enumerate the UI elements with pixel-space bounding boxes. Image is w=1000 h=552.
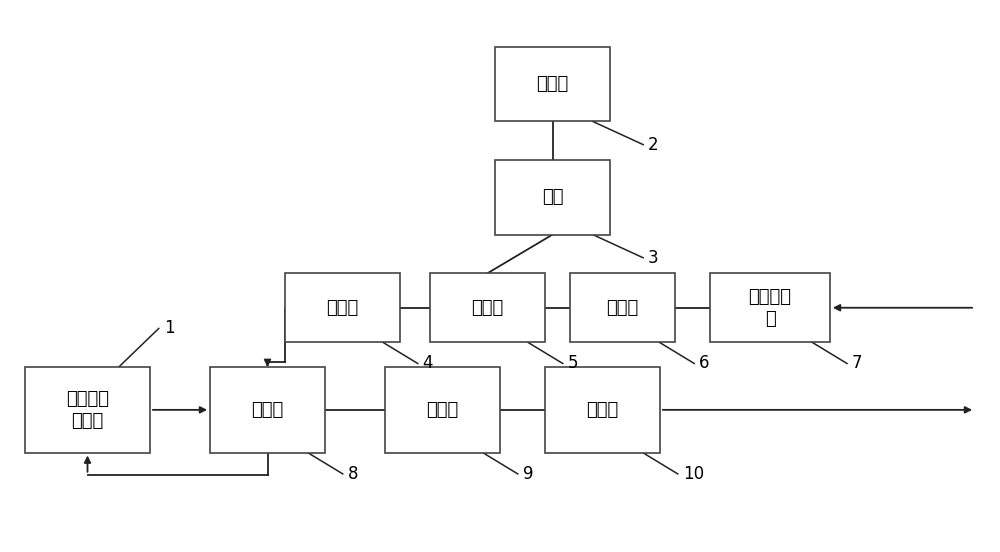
Bar [285,273,400,342]
Text: 中冷器: 中冷器 [326,299,359,317]
Text: 2: 2 [648,136,659,153]
Text: 9: 9 [523,465,533,483]
Text: 空气滤清
器: 空气滤清 器 [748,288,792,328]
Bar [495,160,610,235]
Text: 6: 6 [699,354,710,373]
Text: 缓冲罐: 缓冲罐 [586,401,619,419]
Text: 节气门: 节气门 [426,401,459,419]
Bar [570,273,675,342]
Bar [385,367,500,453]
Text: 增湿器: 增湿器 [251,401,284,419]
Text: 流量计: 流量计 [606,299,639,317]
Bar [25,367,150,453]
Text: 驱动器: 驱动器 [536,75,569,93]
Text: 8: 8 [348,465,358,483]
Text: 3: 3 [648,249,659,267]
Text: 7: 7 [852,354,862,373]
Bar [495,47,610,121]
Text: 电堆阳极
模拟器: 电堆阳极 模拟器 [66,390,109,430]
Text: 电机: 电机 [542,188,563,206]
Bar [210,367,325,453]
Bar [710,273,830,342]
Text: 空压机: 空压机 [471,299,504,317]
Text: 4: 4 [423,354,433,373]
Bar [545,367,660,453]
Text: 10: 10 [683,465,704,483]
Bar [430,273,545,342]
Text: 5: 5 [568,354,578,373]
Text: 1: 1 [164,320,174,337]
